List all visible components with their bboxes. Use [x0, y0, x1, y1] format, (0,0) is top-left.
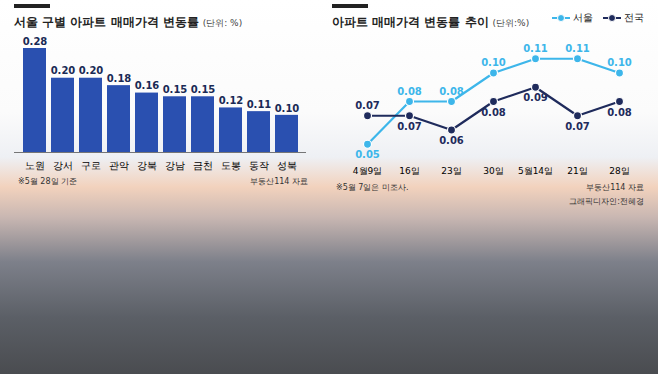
- html-text:전국: 전국: [624, 12, 644, 23]
- svg-text:0.10: 0.10: [481, 57, 506, 68]
- svg-text:28일: 28일: [609, 166, 629, 176]
- svg-text:0.07: 0.07: [355, 100, 380, 111]
- svg-text:0.07: 0.07: [397, 121, 422, 132]
- svg-text:강서: 강서: [53, 160, 73, 171]
- svg-text:관악: 관악: [109, 160, 129, 171]
- svg-text:23일: 23일: [441, 166, 461, 176]
- svg-text:0.12: 0.12: [219, 95, 244, 106]
- html-text:부동산114 자료: 부동산114 자료: [250, 177, 308, 186]
- svg-text:16일: 16일: [399, 166, 419, 176]
- html-text:※5월 28일 기준: ※5월 28일 기준: [18, 177, 78, 186]
- svg-text:0.08: 0.08: [439, 86, 464, 97]
- svg-text:0.28: 0.28: [23, 36, 48, 47]
- svg-text:금천: 금천: [193, 160, 213, 171]
- svg-text:0.11: 0.11: [247, 99, 272, 110]
- svg-text:동작: 동작: [249, 160, 269, 171]
- svg-text:0.08: 0.08: [607, 107, 632, 118]
- svg-text:0.11: 0.11: [565, 43, 590, 54]
- html-text:부동산114 자료: 부동산114 자료: [586, 183, 644, 192]
- svg-text:0.10: 0.10: [607, 57, 632, 68]
- svg-text:21일: 21일: [567, 166, 587, 176]
- html-text:서울 구별 아파트 매매가격 변동률 (단위: %): 서울 구별 아파트 매매가격 변동률 (단위: %): [14, 15, 243, 29]
- html-text:아파트 매매가격 변동률 추이 (단위:%): 아파트 매매가격 변동률 추이 (단위:%): [332, 15, 530, 29]
- svg-text:0.20: 0.20: [79, 65, 104, 76]
- svg-text:0.15: 0.15: [163, 84, 188, 95]
- svg-text:4월9일: 4월9일: [353, 166, 382, 176]
- svg-text:0.06: 0.06: [439, 135, 464, 146]
- svg-text:0.05: 0.05: [355, 149, 380, 160]
- html-text:서울: 서울: [573, 12, 593, 23]
- html-text:그래픽디자인:전혜경: 그래픽디자인:전혜경: [569, 197, 644, 206]
- svg-text:0.07: 0.07: [565, 121, 590, 132]
- svg-text:0.08: 0.08: [397, 86, 422, 97]
- svg-text:구로: 구로: [81, 160, 101, 171]
- svg-text:도봉: 도봉: [221, 160, 241, 171]
- svg-text:0.16: 0.16: [135, 80, 160, 91]
- svg-text:30일: 30일: [483, 166, 503, 176]
- svg-text:0.20: 0.20: [51, 65, 76, 76]
- svg-text:강남: 강남: [165, 160, 185, 171]
- svg-text:0.09: 0.09: [523, 92, 548, 103]
- svg-text:0.08: 0.08: [481, 107, 506, 118]
- svg-text:0.15: 0.15: [191, 84, 216, 95]
- svg-text:5월14일: 5월14일: [518, 166, 553, 176]
- svg-text:0.10: 0.10: [275, 103, 300, 114]
- svg-text:노원: 노원: [25, 160, 45, 171]
- html-text:※5월 7일은 미조사.: ※5월 7일은 미조사.: [336, 183, 409, 192]
- svg-text:강북: 강북: [137, 160, 157, 171]
- svg-text:0.11: 0.11: [523, 43, 548, 54]
- svg-text:0.18: 0.18: [107, 73, 132, 84]
- svg-text:성북: 성북: [277, 160, 297, 171]
